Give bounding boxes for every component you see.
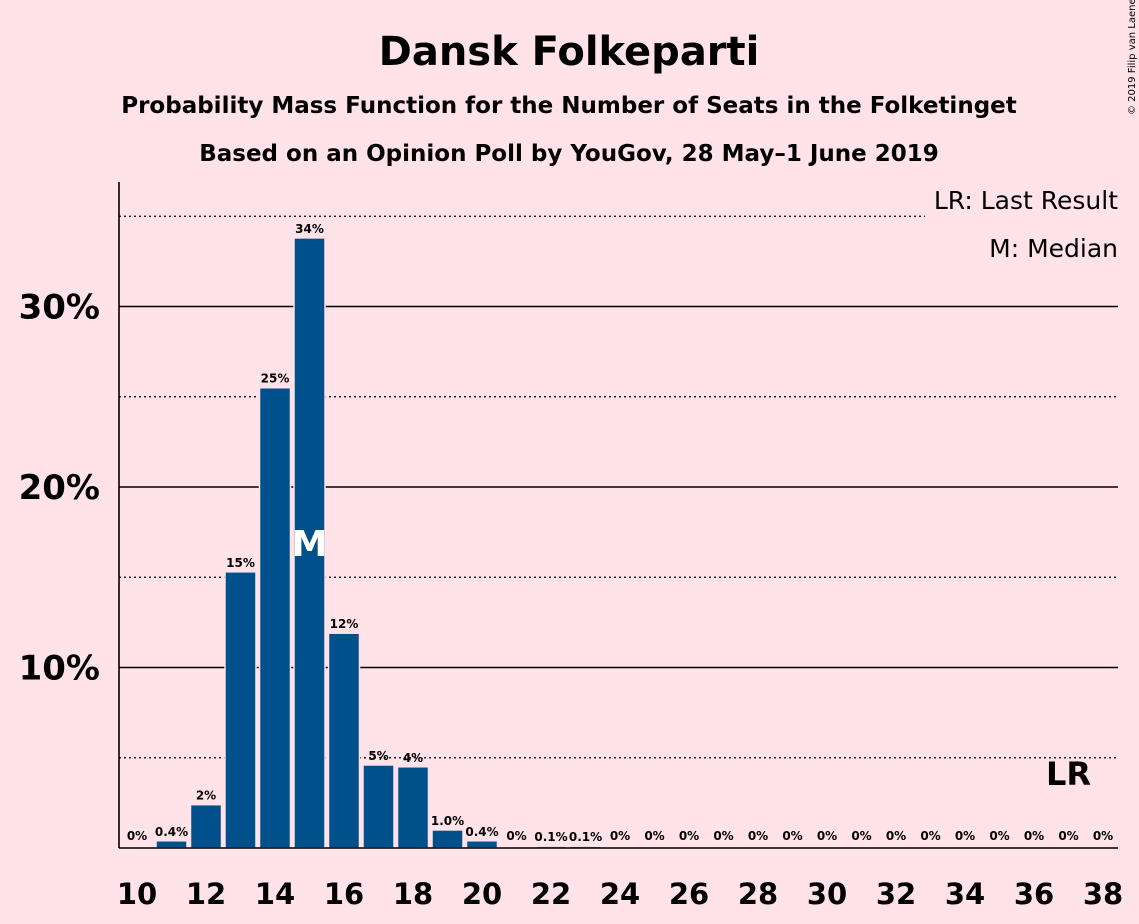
ytick-label-background <box>2 467 114 507</box>
data-label-seat-23: 0.1% <box>569 830 602 844</box>
grid-lines: 10% 20% 30% <box>2 215 1118 759</box>
last-result-marker: LR <box>1046 755 1091 793</box>
xtick-label: 28 <box>738 877 778 911</box>
data-label-seat-32: 0% <box>886 829 906 843</box>
chart-subtitle-1: Probability Mass Function for the Number… <box>121 93 1017 119</box>
legend-last-result: LR: Last Result <box>934 186 1118 215</box>
data-label-seat-36: 0% <box>1024 829 1044 843</box>
data-label-seat-17: 5% <box>368 749 388 763</box>
data-label-seat-20: 0.4% <box>465 825 498 839</box>
xtick-label: 22 <box>531 877 571 911</box>
chart-title: Dansk Folkeparti <box>379 29 760 75</box>
xtick-label: 30 <box>807 877 847 911</box>
data-label-seat-11: 0.4% <box>155 825 188 839</box>
data-label-seat-35: 0% <box>989 829 1009 843</box>
median-marker: M <box>292 524 328 565</box>
data-label-seat-13: 15% <box>226 556 255 570</box>
data-label-seat-29: 0% <box>782 829 802 843</box>
xtick-label: 36 <box>1014 877 1054 911</box>
ytick-label: 20% <box>19 468 100 508</box>
xtick-label: 32 <box>876 877 916 911</box>
bar-seat-16 <box>327 632 361 849</box>
legend-background <box>925 178 1125 268</box>
data-label-seat-15: 34% <box>295 222 324 236</box>
ytick-label-background <box>2 647 114 688</box>
axes-group: 10 12 14 16 18 20 22 24 26 28 30 32 34 36 38 <box>117 182 1123 911</box>
ytick-label: 10% <box>19 649 100 689</box>
data-label-seat-22: 0.1% <box>534 830 567 844</box>
bar-seat-15 <box>293 237 326 849</box>
xtick-label: 24 <box>600 877 640 911</box>
data-label-seat-26: 0% <box>679 829 699 843</box>
xtick-label: 12 <box>186 877 226 911</box>
xtick-label: 34 <box>945 877 985 911</box>
bar-seat-19 <box>431 829 464 849</box>
xtick-label: 10 <box>117 877 157 911</box>
data-label-seat-31: 0% <box>851 829 871 843</box>
bar-seat-20 <box>465 840 499 849</box>
data-labels-group: 0% 0.4%2%15%25%34%12%5% 4%1.0%0.4% 0% 0.1% 0.… <box>127 222 1113 844</box>
bar-seat-13 <box>224 571 257 849</box>
data-label-seat-30: 0% <box>817 829 837 843</box>
data-label-seat-33: 0% <box>920 829 940 843</box>
data-label-seat-34: 0% <box>955 829 975 843</box>
ytick-label: 30% <box>19 288 100 328</box>
legend-median: M: Median <box>989 234 1118 263</box>
data-label-seat-27: 0% <box>713 829 733 843</box>
xtick-label: 26 <box>669 877 709 911</box>
bar-seat-12 <box>189 803 223 849</box>
data-label-seat-38: 0% <box>1093 829 1113 843</box>
xtick-label: 20 <box>462 877 502 911</box>
copyright-notice: © 2019 Filip van Laenen <box>1127 0 1138 115</box>
data-label-seat-12: 2% <box>196 789 216 803</box>
xtick-label: 38 <box>1083 877 1123 911</box>
data-label-seat-28: 0% <box>748 829 768 843</box>
bar-seat-18 <box>396 766 430 849</box>
data-label-seat-14: 25% <box>261 372 290 386</box>
xtick-label: 16 <box>324 877 364 911</box>
data-label-seat-24: 0% <box>610 829 630 843</box>
bar-seat-17 <box>362 764 395 849</box>
data-label-seat-16: 12% <box>330 617 359 631</box>
bar-seat-14 <box>258 386 292 849</box>
data-label-seat-37: 0% <box>1058 829 1078 843</box>
bar-seat-11 <box>155 840 188 849</box>
ytick-label-background <box>2 286 114 327</box>
chart-subtitle-2: Based on an Opinion Poll by YouGov, 28 M… <box>199 141 939 167</box>
data-label-seat-19: 1.0% <box>431 814 464 828</box>
data-label-seat-18: 4% <box>403 751 423 765</box>
xtick-label: 14 <box>255 877 295 911</box>
data-label-seat-10: 0% <box>127 829 147 843</box>
data-label-seat-25: 0% <box>644 829 664 843</box>
xtick-label: 18 <box>393 877 433 911</box>
bars-group <box>155 237 602 849</box>
data-label-seat-21: 0% <box>506 829 526 843</box>
